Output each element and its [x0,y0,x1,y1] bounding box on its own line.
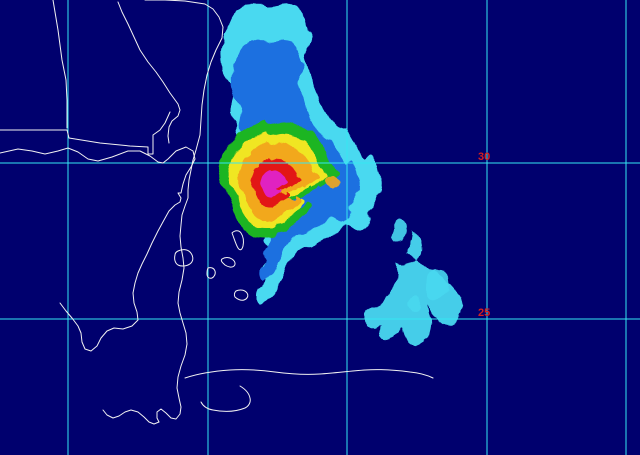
svg-text:25: 25 [478,307,490,319]
svg-text:30: 30 [478,151,490,163]
